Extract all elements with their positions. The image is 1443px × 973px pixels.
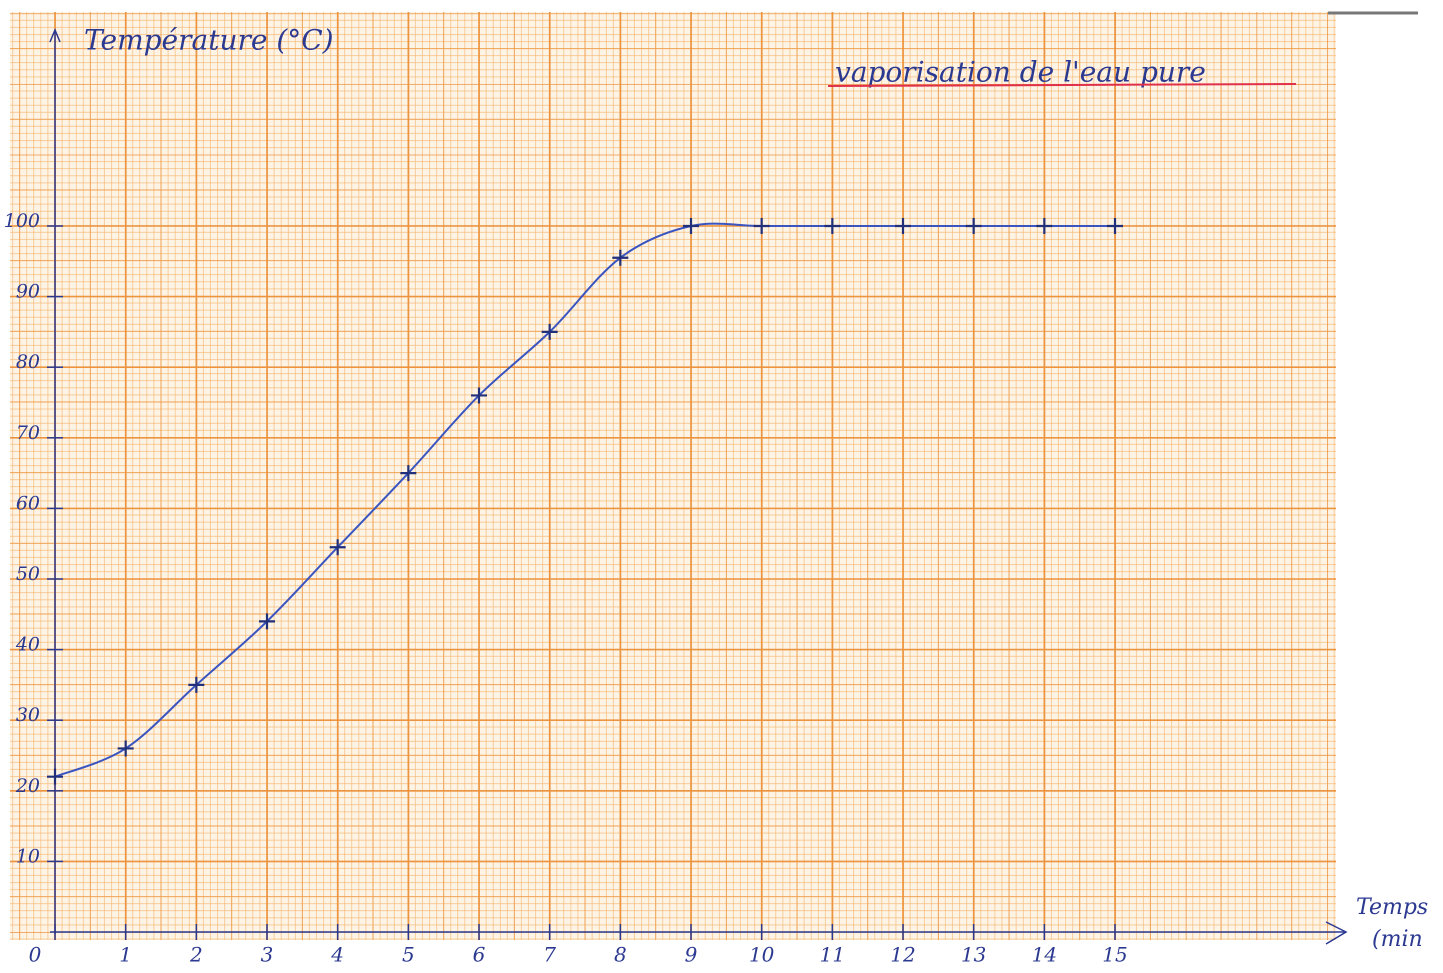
x-tick-label: 2 — [189, 943, 203, 967]
chart-title: vaporisation de l'eau pure — [835, 56, 1206, 89]
x-tick-label: 10 — [749, 943, 775, 967]
x-tick-label: 12 — [890, 943, 915, 967]
y-tick-label: 90 — [16, 281, 40, 303]
y-tick-label: 100 — [4, 210, 40, 232]
x-tick-label: 11 — [820, 943, 845, 967]
y-tick-label: 80 — [16, 351, 40, 373]
y-tick-label: 50 — [16, 563, 40, 585]
x-tick-label: 14 — [1032, 943, 1057, 967]
x-axis-unit: (min — [1372, 927, 1423, 952]
x-axis-label: Temps — [1356, 895, 1428, 920]
y-tick-label: 40 — [15, 634, 40, 656]
y-tick-label: 20 — [15, 775, 40, 797]
x-tick-label: 5 — [402, 943, 415, 967]
y-tick-label: 60 — [16, 492, 40, 514]
graph-paper — [10, 12, 1336, 940]
y-tick-label: 70 — [16, 422, 40, 444]
x-tick-label: 13 — [961, 943, 986, 967]
x-tick-label: 4 — [330, 943, 344, 967]
y-tick-label: 10 — [16, 845, 40, 867]
x-tick-label: 9 — [685, 943, 698, 967]
chart: 1020304050607080901000123456789101112131… — [0, 0, 1443, 969]
x-tick-label: 3 — [261, 943, 274, 967]
x-tick-label: 6 — [473, 943, 486, 967]
x-tick-label: 8 — [614, 943, 627, 967]
y-tick-label: 30 — [16, 704, 40, 726]
x-tick-label: 0 — [29, 943, 42, 967]
x-tick-label: 15 — [1102, 943, 1127, 967]
x-tick-label: 1 — [119, 943, 132, 967]
y-axis-label: Température (°C) — [84, 24, 334, 57]
x-tick-label: 7 — [543, 943, 556, 967]
